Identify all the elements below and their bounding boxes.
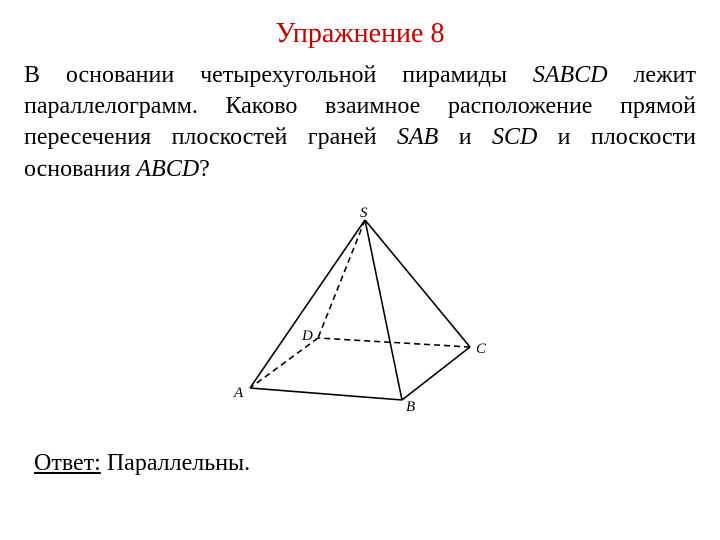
edge-AB [250,388,402,400]
edge-SA [250,220,365,388]
edge-BC [402,347,470,400]
answer-text: Параллельны. [101,450,250,476]
pyramid-name: SABCD [533,62,608,88]
pyramid-diagram: S A B C D [220,205,500,415]
answer-row: Ответ: Параллельны. [34,450,696,477]
diagram-container: S A B C D [24,205,696,420]
edge-SB [365,220,402,400]
problem-text-5: ? [199,156,210,182]
problem-text-1: В основании четырехугольной пирамиды [24,62,533,88]
vertex-label-B: B [406,399,415,415]
face-1: SAB [397,124,438,150]
edge-SC [365,220,470,347]
vertex-label-S: S [360,205,368,221]
answer-label: Ответ: [34,450,101,476]
exercise-title: Упражнение 8 [24,18,696,50]
problem-text-3: и [438,124,492,150]
vertex-label-D: D [301,328,313,344]
problem-statement: В основании четырехугольной пирамиды SAB… [24,60,696,185]
base-name: ABCD [137,156,200,182]
vertex-label-C: C [476,341,487,357]
vertex-label-A: A [233,385,244,401]
face-2: SCD [492,124,537,150]
edge-CD [318,338,470,347]
edge-DA [250,338,318,388]
